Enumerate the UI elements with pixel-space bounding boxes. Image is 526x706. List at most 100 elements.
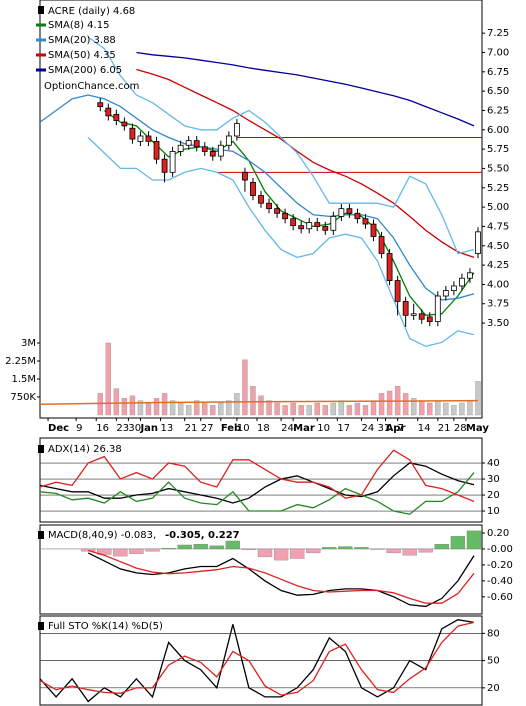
y-tick-label: 3.75 [487,299,509,310]
indicator-line [39,462,475,504]
volume-bar [113,388,120,416]
candle-body [250,181,256,196]
x-tick-label: Mar [293,423,315,434]
volume-bar [298,405,304,416]
y-tick-label: 4.00 [487,279,509,290]
legend-icon [38,445,44,453]
x-tick-label: 31 [378,423,391,434]
candle-body [225,135,232,146]
volume-bar [226,400,232,416]
panel-title: Full STO %K(14) %D(5) [48,621,163,632]
volume-bar [202,402,208,416]
legend-label: SMA(200) 6.05 [48,65,122,76]
histogram-bar [386,548,401,554]
volume-bar [97,393,103,416]
y-tick-label: 4.75 [487,221,509,232]
candle-body [129,127,136,140]
volume-bar [386,390,393,416]
volume-bar [475,381,481,416]
histogram-bar [338,546,353,550]
volume-bar [419,400,425,416]
volume-bar [129,395,136,416]
volume-bar [250,386,256,416]
volume-bar [346,405,353,416]
candle-body [217,144,224,157]
candle-body [338,208,345,217]
volume-bar [410,398,417,416]
y-tick-label: 0.20 [487,528,509,539]
y-tick-label: -0.60 [487,592,513,603]
candle-body [386,253,393,281]
volume-bar [330,402,337,416]
candle-body [450,285,457,292]
y-tick-label: 2.25M [5,356,36,367]
x-tick-label: Apr [386,423,406,434]
x-tick-label: Jan [139,423,158,434]
histogram-bar [241,548,257,550]
macd-line [87,552,475,608]
y-tick-label: 6.25 [487,105,509,116]
y-tick-label: 5.50 [487,163,509,174]
candle-body [426,316,433,322]
volume-bar [451,405,457,416]
indicator-line [39,449,475,503]
indicator-line [87,137,475,347]
legend-icon [38,6,44,14]
histogram-bar [209,545,224,550]
candle-body [121,121,128,127]
histogram-bar [402,548,417,556]
candle-body [418,313,425,320]
panel-frame [39,437,483,523]
candle-body [258,195,264,204]
candle-body [242,171,248,181]
histogram-bar [129,548,144,554]
y-tick-label: 5.75 [487,144,509,155]
volume-bar [443,402,449,416]
panel-title: ACRE (daily) 4.68 [48,6,135,17]
volume-bar [234,393,240,416]
volume-bar [362,405,369,416]
macd-line [88,549,475,604]
candle-body [97,102,104,107]
volume-bar [354,402,361,416]
y-tick-label: 3M [21,338,36,349]
candle-body [185,140,192,146]
volume-bar [218,402,224,416]
histogram-bar [306,548,321,554]
panel-frame [39,0,483,419]
x-tick-label: 21 [185,423,198,434]
volume-bar [242,359,248,416]
volume-bar [314,402,320,416]
y-tick-label: -0.20 [487,560,513,571]
histogram-bar [370,548,385,550]
volume-bar [322,405,328,416]
x-tick-label: 10 [237,423,250,434]
legend-label: SMA(50) 4.35 [48,50,116,61]
volume-bar [338,400,345,416]
panel-title: MACD(8,40,9) -0.083, [48,530,156,541]
y-tick-label: 20 [487,490,500,501]
histogram-bar [418,548,433,553]
candle-body [274,208,280,214]
candle-body [402,301,409,316]
candle-body [459,277,465,287]
y-tick-label: 5.25 [487,183,509,194]
candle-body [233,123,240,137]
histogram-bar [354,547,369,550]
candle-body [282,212,289,220]
candle-body [370,223,377,237]
histogram-bar [161,548,176,550]
x-tick-label: 17 [337,423,350,434]
volume-bar [169,400,176,416]
candle-body [467,272,473,279]
y-tick-label: -0.00 [487,544,513,555]
y-tick-label: 30 [487,474,500,485]
x-tick-label: 16 [96,423,109,434]
volume-bar [258,395,264,416]
candle-body [314,222,321,227]
candle-body [193,140,200,148]
histogram-bar [450,536,466,550]
histogram-bar [145,548,160,552]
